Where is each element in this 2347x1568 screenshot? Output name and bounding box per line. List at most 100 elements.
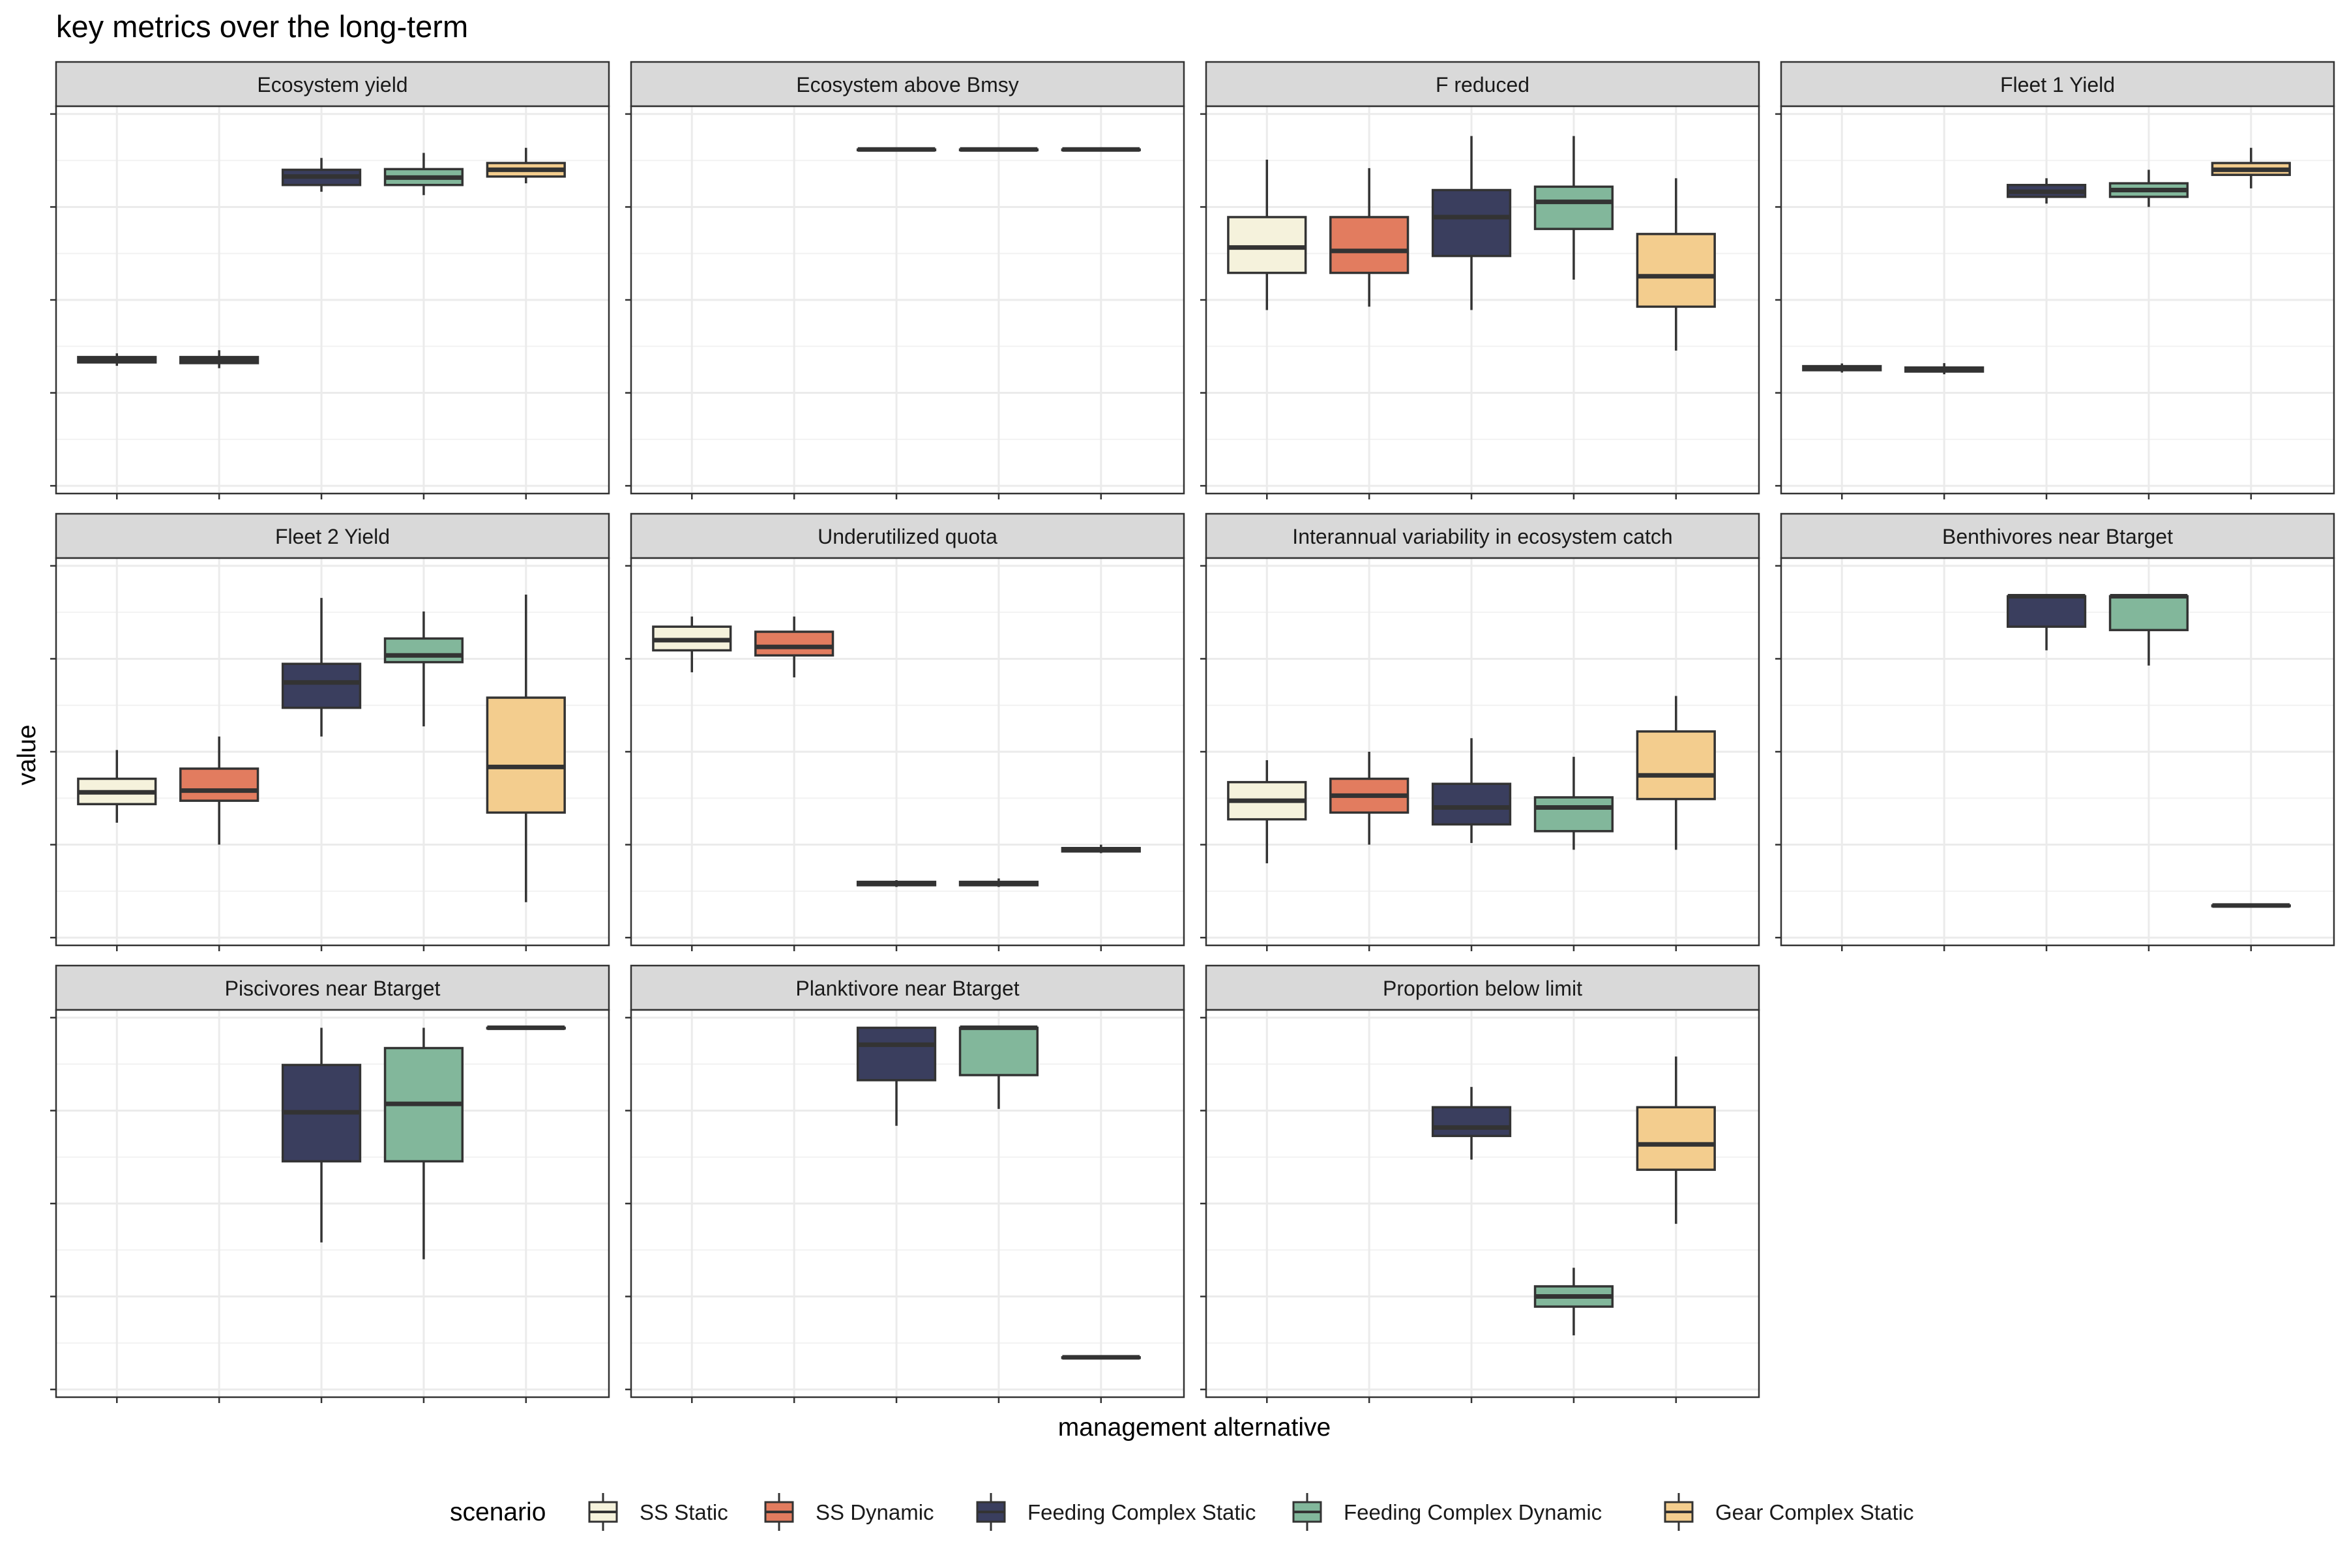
legend: scenario SS Static SS Dynamic Feeding Comp… xyxy=(450,1493,1913,1531)
facet-panel: Proportion below limit xyxy=(1200,964,1760,1403)
boxplot-gear-complex-static xyxy=(1061,147,1141,152)
boxplot-ss-static xyxy=(1227,760,1307,864)
panel-border xyxy=(55,1009,610,1398)
box-iqr xyxy=(1329,216,1410,274)
boxplot-gear-complex-static xyxy=(1061,1355,1141,1360)
facet-panels: Ecosystem yield Ecosystem above Bmsy F red… xyxy=(50,61,2335,1403)
boxplot-feeding-complex-dynamic xyxy=(1533,136,1614,280)
facet-strip xyxy=(1780,512,2335,559)
box-iqr xyxy=(179,767,259,802)
boxplot-feeding-complex-static xyxy=(281,158,362,192)
facet-strip xyxy=(630,964,1185,1011)
facet-label: Piscivores near Btarget xyxy=(225,977,441,1000)
boxplot-ss-dynamic xyxy=(179,736,259,845)
box-iqr xyxy=(1431,782,1512,826)
panel-border xyxy=(1205,557,1760,947)
facet-panel: Ecosystem above Bmsy xyxy=(625,61,1185,499)
box-iqr xyxy=(1533,796,1614,833)
panel-border xyxy=(1780,105,2335,495)
panel-border xyxy=(630,557,1185,947)
facet-label: Underutilized quota xyxy=(818,525,997,548)
panel-border xyxy=(1780,557,2335,947)
legend-item: Gear Complex Static xyxy=(1664,1493,1913,1531)
facet-panel: F reduced xyxy=(1200,61,1760,499)
facet-strip xyxy=(55,61,610,108)
boxplot-feeding-complex-static xyxy=(856,1026,937,1126)
boxplot-gear-complex-static xyxy=(486,147,566,184)
boxplot-feeding-complex-static xyxy=(1431,136,1512,310)
boxplot-ss-static xyxy=(1802,363,1882,373)
box-iqr xyxy=(1636,1106,1716,1171)
box-iqr xyxy=(1431,188,1512,258)
boxplot-feeding-complex-static xyxy=(1431,738,1512,843)
boxplot-feeding-complex-dynamic xyxy=(958,878,1039,887)
box-iqr xyxy=(754,630,834,657)
facet-panel: Piscivores near Btarget xyxy=(50,964,610,1403)
panel-border xyxy=(55,557,610,947)
facet-label: Benthivores near Btarget xyxy=(1942,525,2173,548)
facet-panel: Interannual variability in ecosystem cat… xyxy=(1200,512,1760,951)
box-iqr xyxy=(958,1026,1039,1076)
legend-label: Gear Complex Static xyxy=(1715,1500,1913,1524)
chart-title: key metrics over the long-term xyxy=(56,9,468,44)
legend-item: Feeding Complex Dynamic xyxy=(1292,1493,1602,1531)
box-iqr xyxy=(383,637,464,664)
facet-label: Fleet 2 Yield xyxy=(275,525,390,548)
boxplot-feeding-complex-dynamic xyxy=(383,611,464,727)
facet-label: F reduced xyxy=(1436,73,1529,96)
box-iqr xyxy=(1227,216,1307,274)
boxplot-feeding-complex-static xyxy=(856,147,937,152)
facet-label: Ecosystem above Bmsy xyxy=(796,73,1018,96)
legend-label: Feeding Complex Dynamic xyxy=(1344,1500,1602,1524)
box-iqr xyxy=(1431,1106,1512,1138)
facet-strip xyxy=(1205,512,1760,559)
boxplot-feeding-complex-dynamic xyxy=(2108,594,2189,666)
boxplot-gear-complex-static xyxy=(2211,147,2291,188)
box-iqr xyxy=(1636,730,1716,801)
boxplot-ss-dynamic xyxy=(754,616,834,677)
box-iqr xyxy=(281,662,362,709)
panel-border xyxy=(630,1009,1185,1398)
facet-label: Fleet 1 Yield xyxy=(2000,73,2115,96)
boxplot-gear-complex-static xyxy=(1636,696,1716,850)
boxplot-ss-static xyxy=(77,750,157,823)
boxplot-ss-static xyxy=(1227,159,1307,310)
boxplot-feeding-complex-static xyxy=(2006,178,2087,204)
legend-label: SS Static xyxy=(640,1500,728,1524)
facet-panel: Underutilized quota xyxy=(625,512,1185,951)
box-iqr xyxy=(856,1026,937,1082)
boxplot-ss-static xyxy=(77,353,157,366)
box-iqr xyxy=(2006,595,2087,628)
x-axis-label: management alternative xyxy=(1058,1413,1331,1442)
facet-panel: Fleet 2 Yield xyxy=(50,512,610,951)
facet-panel: Benthivores near Btarget xyxy=(1775,512,2335,951)
legend-label: Feeding Complex Static xyxy=(1027,1500,1256,1524)
facet-label: Interannual variability in ecosystem cat… xyxy=(1292,525,1672,548)
facet-label: Ecosystem yield xyxy=(257,73,407,96)
facet-strip xyxy=(55,964,610,1011)
boxplot-feeding-complex-dynamic xyxy=(1533,1267,1614,1336)
boxplot-ss-static xyxy=(652,616,732,673)
boxplot-feeding-complex-dynamic xyxy=(958,147,1039,152)
boxplot-ss-dynamic xyxy=(1329,752,1410,845)
legend-item: Feeding Complex Static xyxy=(976,1493,1256,1531)
legend-title: scenario xyxy=(450,1498,546,1526)
box-iqr xyxy=(2108,595,2189,632)
boxplot-feeding-complex-dynamic xyxy=(1533,756,1614,850)
boxplot-ss-dynamic xyxy=(1329,168,1410,307)
facet-label: Planktivore near Btarget xyxy=(795,977,1019,1000)
facet-panel: Planktivore near Btarget xyxy=(625,964,1185,1403)
boxplot-feeding-complex-dynamic xyxy=(2108,170,2189,207)
boxplot-feeding-complex-static xyxy=(281,598,362,737)
boxplot-feeding-complex-static xyxy=(1431,1087,1512,1160)
boxplot-feeding-complex-static xyxy=(2006,594,2087,651)
boxplot-ss-dynamic xyxy=(1904,362,1985,375)
boxplot-feeding-complex-static xyxy=(281,1028,362,1243)
panel-border xyxy=(630,105,1185,495)
boxplot-feeding-complex-dynamic xyxy=(383,1028,464,1260)
legend-item: SS Dynamic xyxy=(764,1493,934,1531)
legend-item: SS Static xyxy=(588,1493,728,1531)
boxplot-gear-complex-static xyxy=(1636,178,1716,351)
